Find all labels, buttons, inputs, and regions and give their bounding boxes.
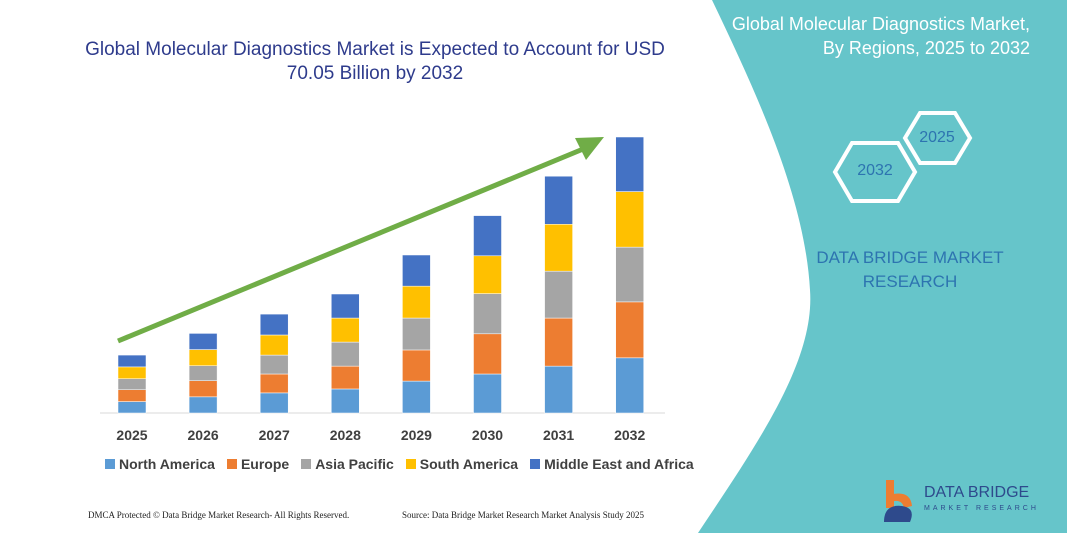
x-tick-label: 2027 [259,427,290,443]
bar-segment-2030-0 [473,373,502,414]
legend-item: Europe [226,456,290,472]
hexagon-2032 [832,141,918,203]
legend-label: North America [119,456,215,472]
bar-segment-2029-2 [402,317,431,351]
legend-swatch [530,459,541,469]
bar-segment-2031-4 [544,175,573,225]
legend-label: South America [419,456,519,472]
legend-label: Europe [240,456,290,472]
x-tick-label: 2028 [330,427,361,443]
bar-segment-2028-2 [331,341,360,367]
x-tick-label: 2032 [614,427,645,443]
teal-panel [698,0,1067,533]
legend: North America Europe Asia Pacific South … [105,456,694,472]
bar-segment-2028-0 [331,388,360,414]
bar-segment-2026-0 [188,396,218,414]
bar-segment-2025-1 [117,389,147,402]
chart-title: Global Molecular Diagnostics Market is E… [85,39,665,84]
bar-segment-2030-4 [473,215,502,257]
bar-segment-2026-4 [188,333,218,350]
bar-segment-2032-4 [615,136,644,192]
logo: DATA BRIDGE MARKET RESEARCH [880,478,1036,529]
logo-subtext: MARKET RESEARCH [924,505,1039,512]
bar-segment-2030-2 [473,293,502,335]
bar-segment-2028-1 [331,365,360,390]
bar-segment-2032-2 [615,246,644,303]
x-tick-label: 2031 [543,427,574,443]
legend-swatch [301,459,312,469]
logo-text: DATA BRIDGE [924,484,1030,501]
bar-segment-2029-1 [402,349,431,382]
bar-segment-2029-0 [402,380,431,414]
bar-segment-2032-1 [615,301,644,359]
bar-segment-2027-2 [259,354,289,375]
logo-icon [884,480,912,522]
bar-segment-2028-4 [331,293,360,319]
x-tick-label: 2026 [188,427,219,443]
bar-segment-2029-4 [402,254,431,287]
bar-segment-2025-2 [117,378,147,391]
bar-segment-2026-2 [188,365,218,381]
hex-label-2032: 2032 [857,162,893,179]
hexagon-2025 [902,111,973,165]
legend-item: South America [405,456,519,472]
bar-segment-2027-0 [259,392,289,414]
bar-segment-2029-3 [402,285,431,319]
bar-segment-2030-3 [473,255,502,294]
bar-segment-2027-1 [259,373,289,394]
bar-segment-2031-0 [544,365,573,414]
bar-segment-2026-3 [188,349,218,366]
x-tick-label: 2025 [116,427,147,443]
legend-swatch [405,459,416,469]
legend-swatch [105,459,115,469]
growth-arrow [117,144,589,344]
bar-segment-2032-0 [615,357,644,414]
x-tick-label: 2029 [401,427,432,443]
source-note: Source: Data Bridge Market Research Mark… [402,510,644,520]
bar-segment-2025-3 [117,366,147,379]
growth-arrowhead [575,137,604,160]
legend-item: Middle East and Africa [530,456,694,472]
panel-title: Global Molecular Diagnostics Market, By … [731,14,1030,58]
bar-segment-2031-2 [544,270,573,319]
legend-swatch [226,459,237,469]
bar-segment-2030-1 [473,333,502,375]
x-tick-label: 2030 [472,427,503,443]
bar-segment-2032-3 [615,191,644,248]
bar-segment-2027-4 [259,313,289,336]
legend-item: North America [105,456,215,472]
bar-segment-2031-1 [544,317,573,367]
bar-segment-2025-0 [117,401,147,414]
bar-segment-2027-3 [259,334,289,356]
bar-segment-2028-3 [331,317,360,343]
hex-label-2025: 2025 [919,129,955,146]
bar-segment-2025-4 [117,354,147,368]
legend-item: Asia Pacific [301,456,394,472]
legend-label: Asia Pacific [315,456,394,472]
dmca-notice: DMCA Protected © Data Bridge Market Rese… [88,510,350,520]
brand-text: DATA BRIDGE MARKET RESEARCH [816,248,1004,291]
legend-label: Middle East and Africa [544,456,694,472]
bar-segment-2026-1 [188,380,218,398]
bar-segment-2031-3 [544,224,573,272]
